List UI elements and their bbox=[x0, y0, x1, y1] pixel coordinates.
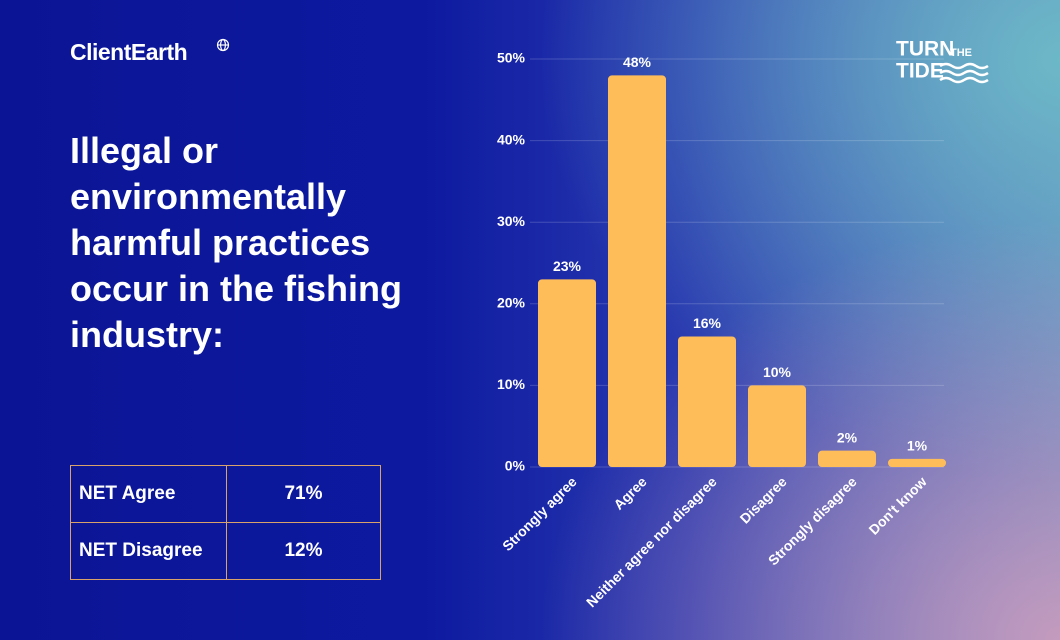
net-table: NET Agree 71% NET Disagree 12% bbox=[70, 465, 381, 580]
value-label: 23% bbox=[553, 258, 582, 274]
y-tick-label: 10% bbox=[497, 376, 526, 392]
x-tick-label: Disagree bbox=[737, 473, 790, 526]
bar bbox=[818, 450, 876, 467]
y-tick-label: 40% bbox=[497, 131, 526, 147]
y-tick-label: 50% bbox=[497, 50, 526, 66]
table-cell: NET Disagree bbox=[70, 522, 227, 580]
value-label: 48% bbox=[623, 54, 652, 70]
x-tick-label: Don't know bbox=[865, 473, 929, 537]
bar bbox=[678, 336, 736, 467]
chart-title: Illegal or environmentally harmful pract… bbox=[70, 130, 403, 355]
logo-waves bbox=[939, 62, 989, 84]
value-label: 10% bbox=[763, 364, 792, 380]
logo-bottom: TIDE bbox=[896, 60, 944, 83]
value-label: 16% bbox=[693, 315, 722, 331]
table-cell: 12% bbox=[226, 522, 381, 580]
table-row: NET Agree 71% bbox=[70, 465, 381, 523]
globe-icon bbox=[216, 38, 230, 52]
table-cell: 71% bbox=[226, 465, 381, 523]
x-tick-label: Strongly agree bbox=[499, 473, 580, 554]
y-tick-label: 0% bbox=[505, 458, 526, 474]
bar bbox=[608, 75, 666, 467]
bar bbox=[888, 458, 946, 467]
x-tick-label: Neither agree nor disagree bbox=[583, 473, 720, 610]
table-cell: NET Agree bbox=[70, 465, 227, 523]
value-label: 2% bbox=[837, 429, 858, 445]
logo-top: TURN bbox=[896, 38, 954, 61]
brand: ClientEarth bbox=[70, 39, 187, 65]
bar bbox=[748, 385, 806, 467]
logo-small: THE bbox=[950, 47, 972, 59]
x-tick-label: Agree bbox=[610, 473, 650, 513]
table-row: NET Disagree 12% bbox=[70, 522, 381, 580]
bar bbox=[538, 279, 596, 467]
y-tick-label: 30% bbox=[497, 213, 526, 229]
value-label: 1% bbox=[907, 438, 928, 454]
y-tick-label: 20% bbox=[497, 295, 526, 311]
